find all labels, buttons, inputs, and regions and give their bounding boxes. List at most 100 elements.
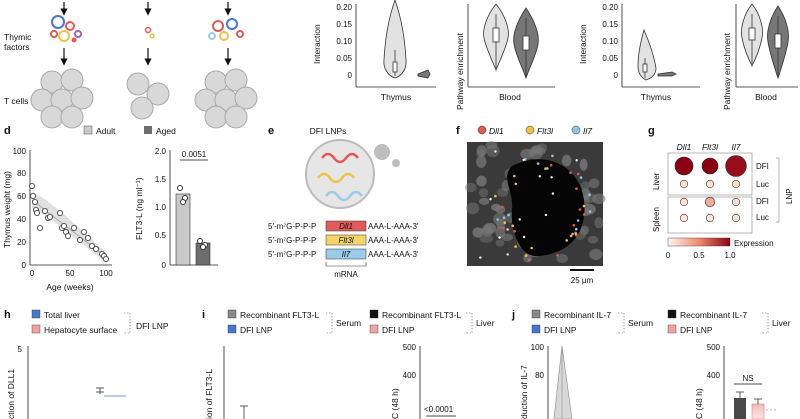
il7-serum-curve — [553, 345, 573, 419]
signal-dot — [551, 192, 555, 195]
ytick: 500 — [403, 343, 417, 352]
thymic-factors-label-2: factors — [4, 42, 30, 52]
row-label: DFI — [756, 197, 769, 206]
ytick: 20 — [17, 238, 26, 247]
nucleus — [588, 178, 600, 189]
ylabel-auc: C (48 h) — [390, 388, 400, 419]
legend-aged: Aged — [156, 126, 176, 136]
signal-dot — [569, 171, 572, 174]
mrna-row-flt3l: 5′-m⁷G-P-P-P Flt3l AAA-L-AAA-3′ — [268, 234, 419, 246]
signal-dot — [576, 172, 580, 176]
signal-dot — [524, 254, 528, 257]
signal-dot — [479, 256, 482, 259]
nucleus — [491, 203, 501, 211]
signal-dot — [506, 253, 509, 256]
expression-colorbar — [667, 237, 731, 247]
row-label: Luc — [756, 213, 769, 222]
nucleus — [495, 226, 506, 239]
ylabel-auc: C (48 h) — [694, 388, 704, 419]
nucleus — [580, 225, 589, 235]
mrna-row-il7: 5′-m⁷G-P-P-P Il7 AAA-L-AAA-3′ — [268, 248, 419, 260]
row-label: Luc — [756, 180, 769, 189]
legend-tick: 0 — [666, 251, 671, 260]
nucleus — [476, 145, 487, 157]
flt3l-bar-chart: 2.0 1.5 1.0 0.5 0 FLT3-L (ng ml⁻¹) 0.005… — [134, 147, 218, 270]
signal-dot — [501, 205, 504, 209]
p-value: <0.0001 — [424, 405, 454, 414]
nucleus — [495, 239, 505, 247]
col-flt3l: Flt3l — [702, 142, 719, 152]
ytick: 0.20 — [336, 3, 352, 12]
signal-dot — [565, 239, 568, 242]
ylabel-il7-production: duction of IL-7 — [519, 365, 529, 419]
signal-dot — [496, 218, 499, 221]
legend-tick: 0.5 — [693, 251, 705, 260]
top-left-schematic: Thymic factors T cells — [4, 2, 258, 129]
legend-swatch-adult — [83, 125, 93, 135]
signal-dot — [498, 236, 501, 239]
nucleus — [520, 148, 535, 160]
p-value: 0.0051 — [182, 150, 207, 159]
gene-dll1: Dll1 — [339, 222, 353, 231]
cap-left: 5′-m⁷G-P-P-P — [268, 222, 316, 231]
ytick: 2.0 — [155, 147, 167, 156]
ytick: 0 — [614, 71, 619, 80]
signal-dot — [576, 219, 580, 222]
violin-interaction-left: 0.20 0.15 0.10 0.05 0 Interaction Thymus — [312, 0, 436, 102]
legend-dfi-lnp: DFI LNP — [240, 325, 273, 335]
signal-dot — [575, 227, 578, 231]
t-cells-label: T cells — [4, 96, 28, 106]
signal-dot — [518, 218, 521, 221]
scatter-point — [47, 213, 54, 220]
ytick: 80 — [17, 169, 26, 178]
panel-d: d Adult Aged 100 80 60 40 20 0 0 50 100 … — [2, 125, 218, 292]
bar-adult — [175, 193, 191, 266]
nucleus — [478, 188, 489, 198]
xtick: 50 — [66, 269, 75, 278]
legend-adult: Adult — [96, 126, 116, 136]
signal-dot — [514, 245, 517, 248]
expression-dot — [704, 196, 716, 208]
bracket-dfi-lnp: DFI LNP — [136, 321, 169, 331]
ylabel-interaction: Interaction — [312, 24, 322, 64]
scatter-point — [89, 242, 96, 249]
expression-dot — [705, 213, 715, 223]
scatter-point — [57, 209, 64, 216]
microscopy-signals — [479, 150, 592, 262]
ytick: 5 — [18, 345, 23, 354]
panel-letter-j: j — [511, 309, 515, 321]
signal-dot — [494, 150, 497, 153]
factor-circles-full-1 — [50, 15, 82, 43]
nucleus — [481, 224, 494, 237]
ytick: 0.05 — [602, 54, 618, 63]
ytick: 500 — [707, 343, 721, 352]
ytick: 0.20 — [602, 3, 618, 12]
panel-e: e DFI LNPs 5′-m⁷G-P-P-P Dll1 AAA-L-AAA-3… — [268, 125, 419, 279]
expression-dot — [725, 155, 747, 177]
signal-dot — [514, 182, 518, 186]
panel-letter-e: e — [268, 125, 274, 137]
xlabel-blood: Blood — [755, 92, 777, 102]
legend-expression: Expression — [734, 239, 774, 248]
scatter-point — [103, 255, 110, 262]
nucleus — [534, 147, 546, 156]
scatter-point — [71, 224, 78, 231]
ytick: 0 — [22, 261, 27, 270]
legend-recombinant-il7: Recombinant IL-7 — [544, 310, 611, 320]
xtick: 0 — [30, 269, 35, 278]
panel-letter-d: d — [4, 125, 11, 137]
legend-hepatocyte-surface: Hepatocyte surface — [44, 325, 118, 335]
nucleus — [479, 234, 493, 243]
expression-dot — [679, 179, 689, 189]
ytick: 0.15 — [336, 20, 352, 29]
xlabel-thymus: Thymus — [381, 92, 411, 102]
t-cell-cluster-3 — [194, 68, 258, 129]
ytick: 40 — [17, 215, 26, 224]
signal-dot — [511, 224, 514, 228]
tail-right: AAA-L-AAA-3′ — [368, 250, 419, 259]
signal-dot — [579, 176, 583, 179]
expression-dot — [679, 197, 689, 207]
signal-dot — [546, 167, 549, 170]
ytick: 60 — [17, 192, 26, 201]
